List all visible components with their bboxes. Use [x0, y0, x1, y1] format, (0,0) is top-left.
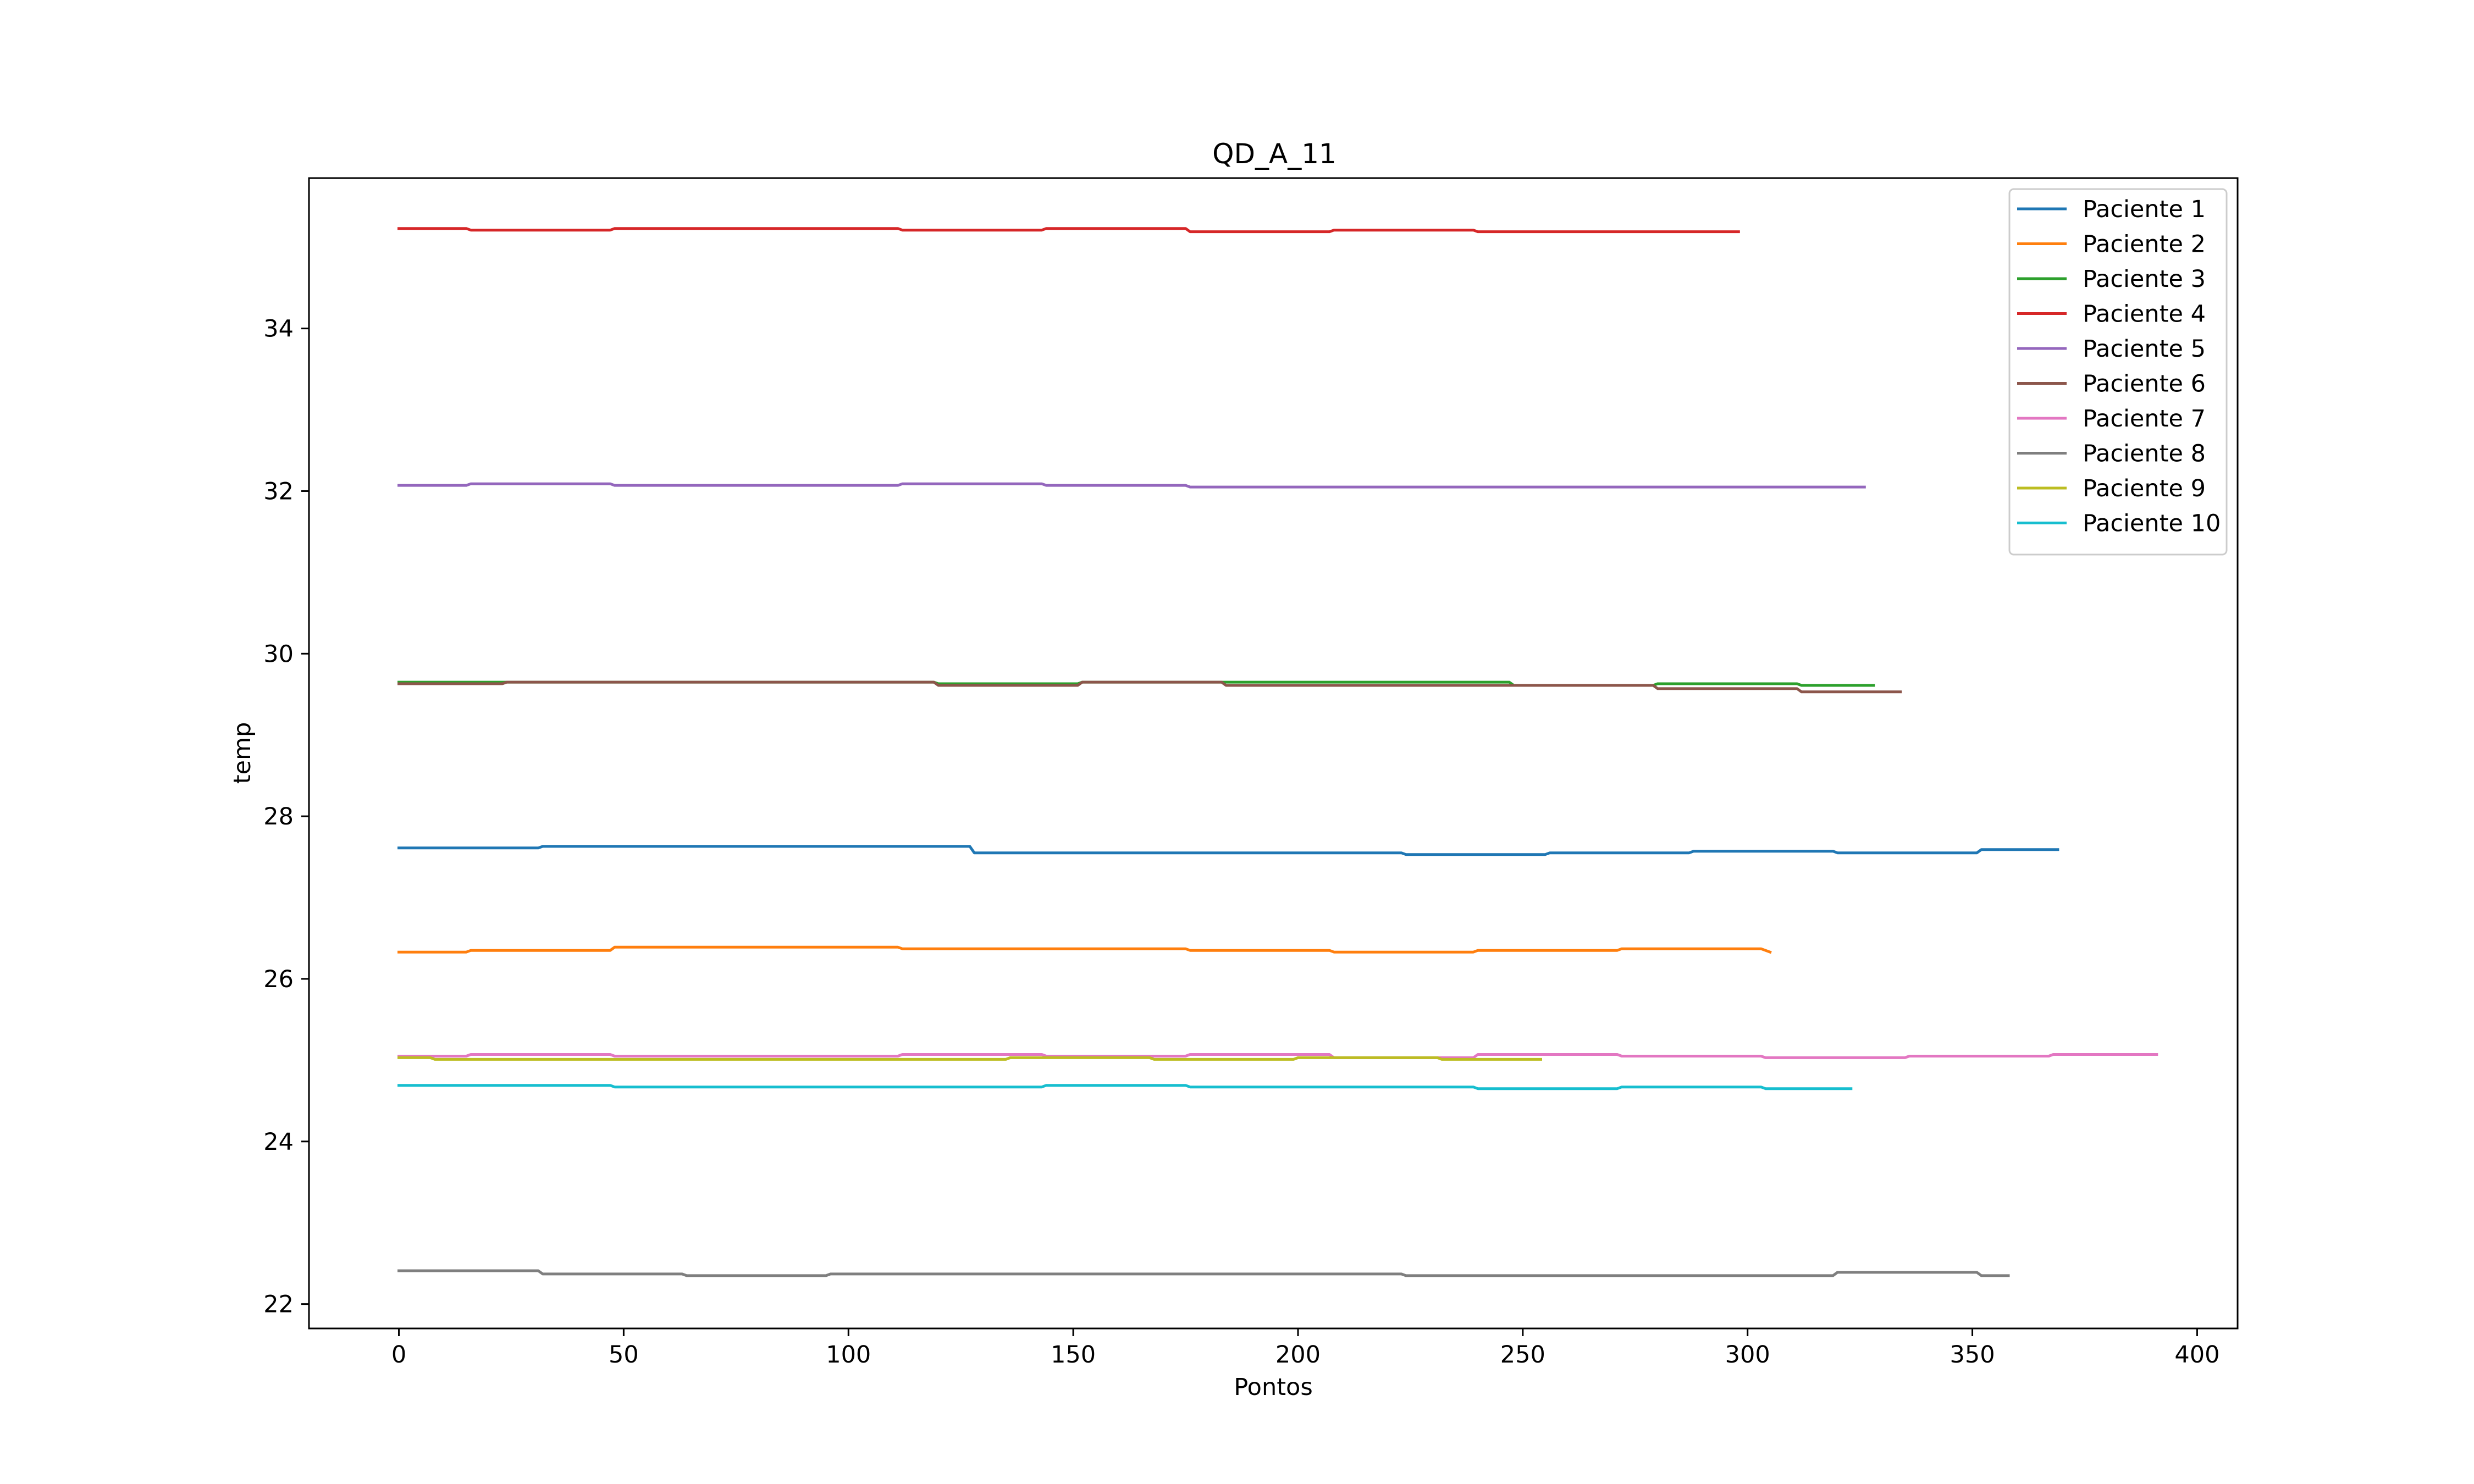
x-tick-label: 200 [1275, 1341, 1321, 1369]
series-line-10 [397, 1084, 1853, 1090]
chart-title: QD_A_11 [1212, 138, 1337, 170]
series-line-2 [397, 945, 1772, 954]
legend-box [2008, 188, 2228, 556]
y-tick-label: 24 [263, 1128, 294, 1156]
legend-label-9: Paciente 9 [2083, 475, 2206, 502]
legend: Paciente 1 Paciente 2 Paciente 3 Paciente 4… [2008, 188, 2228, 556]
legend-label-2: Paciente 2 [2083, 231, 2206, 258]
y-tick-label: 28 [263, 803, 294, 830]
x-tick-label: 250 [1500, 1341, 1545, 1369]
x-tick-label: 50 [609, 1341, 639, 1369]
legend-label-3: Paciente 3 [2083, 265, 2206, 293]
x-axis: 0 50 100 150 200 250 300 350 400 [391, 1328, 2219, 1369]
series-layer [397, 227, 2158, 1277]
y-tick-label: 34 [263, 315, 294, 343]
x-tick-label: 0 [391, 1341, 406, 1369]
y-tick-label: 22 [263, 1291, 294, 1319]
plot-area [397, 227, 2158, 1277]
x-tick-label: 350 [1950, 1341, 1995, 1369]
legend-label-7: Paciente 7 [2083, 405, 2206, 433]
y-tick-label: 30 [263, 640, 294, 668]
series-line-1 [397, 845, 2059, 856]
legend-label-8: Paciente 8 [2083, 440, 2206, 468]
y-axis-label: temp [229, 722, 256, 784]
x-axis-label: Pontos [1234, 1374, 1313, 1401]
series-line-6 [397, 680, 1902, 694]
x-tick-label: 150 [1051, 1341, 1096, 1369]
x-tick-label: 400 [2174, 1341, 2219, 1369]
x-tick-label: 100 [826, 1341, 871, 1369]
series-line-9 [397, 1056, 1542, 1061]
y-axis: 22 24 26 28 30 32 34 [263, 315, 309, 1319]
series-line-5 [397, 482, 1866, 489]
y-tick-label: 26 [263, 966, 294, 993]
series-line-7 [397, 1053, 2158, 1059]
plot-frame [308, 177, 2239, 1330]
series-line-4 [397, 227, 1740, 234]
y-tick-label: 32 [263, 478, 294, 505]
x-tick-label: 300 [1725, 1341, 1770, 1369]
legend-label-10: Paciente 10 [2083, 510, 2221, 538]
legend-label-6: Paciente 6 [2083, 370, 2206, 398]
legend-label-1: Paciente 1 [2083, 196, 2206, 223]
legend-label-5: Paciente 5 [2083, 335, 2206, 363]
series-line-8 [397, 1269, 2010, 1277]
legend-label-4: Paciente 4 [2083, 301, 2206, 328]
